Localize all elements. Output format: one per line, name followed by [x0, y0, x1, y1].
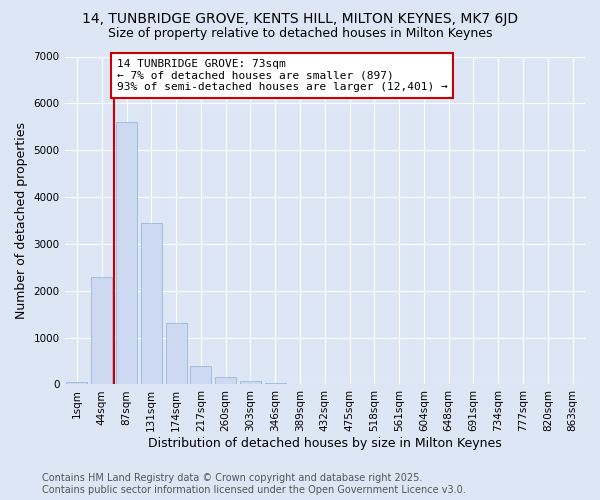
Text: Size of property relative to detached houses in Milton Keynes: Size of property relative to detached ho… — [108, 28, 492, 40]
Bar — [240, 382, 261, 384]
X-axis label: Distribution of detached houses by size in Milton Keynes: Distribution of detached houses by size … — [148, 437, 502, 450]
Bar — [67, 382, 88, 384]
Bar — [215, 377, 236, 384]
Text: Contains HM Land Registry data © Crown copyright and database right 2025.
Contai: Contains HM Land Registry data © Crown c… — [42, 474, 466, 495]
Bar — [141, 223, 162, 384]
Bar — [166, 322, 187, 384]
Text: 14, TUNBRIDGE GROVE, KENTS HILL, MILTON KEYNES, MK7 6JD: 14, TUNBRIDGE GROVE, KENTS HILL, MILTON … — [82, 12, 518, 26]
Bar — [265, 383, 286, 384]
Y-axis label: Number of detached properties: Number of detached properties — [15, 122, 28, 319]
Bar — [91, 276, 112, 384]
Bar — [116, 122, 137, 384]
Bar — [190, 366, 211, 384]
Text: 14 TUNBRIDGE GROVE: 73sqm
← 7% of detached houses are smaller (897)
93% of semi-: 14 TUNBRIDGE GROVE: 73sqm ← 7% of detach… — [116, 59, 448, 92]
